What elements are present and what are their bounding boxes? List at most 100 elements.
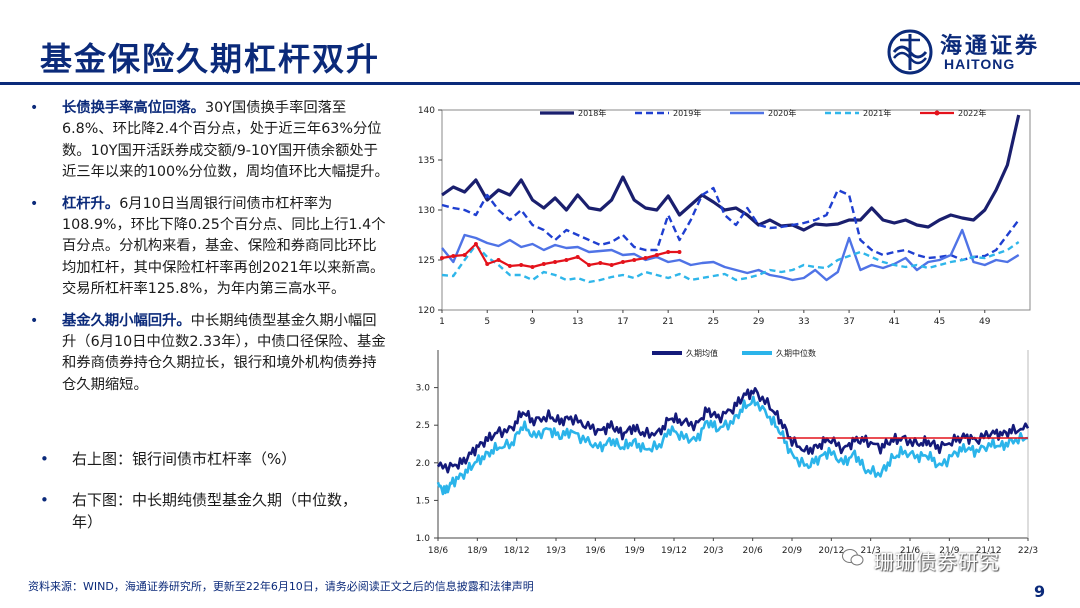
x-tick-label: 20/12	[818, 546, 844, 556]
legend-label-久期均值: 久期均值	[686, 348, 718, 358]
series-line-2022年	[441, 242, 680, 269]
series-point-2022年	[451, 254, 456, 258]
x-tick-label: 20/6	[743, 546, 763, 556]
series-point-2022年	[553, 260, 558, 264]
bullet-text: 30Y国债换手率回落至6.8%、环比降2.4个百分点，处于近三年63%分位数。1…	[62, 100, 389, 181]
y-tick-label: 135	[418, 156, 435, 166]
series-point-2022年	[485, 262, 490, 266]
x-tick-label: 49	[979, 317, 991, 327]
x-tick-label: 13	[572, 317, 583, 327]
haitong-logo-icon	[887, 29, 933, 75]
x-tick-label: 41	[889, 317, 900, 327]
series-point-2022年	[654, 253, 659, 257]
bullet-head: 长债换手率高位回落。	[62, 100, 205, 116]
bullet-dot: •	[30, 312, 39, 329]
x-tick-label: 5	[484, 317, 490, 327]
series-point-2022年	[643, 256, 648, 260]
bullet-turnover: • 长债换手率高位回落。30Y国债换手率回落至6.8%、环比降2.4个百分点，处…	[30, 98, 390, 184]
y-tick-label: 2.5	[416, 421, 430, 431]
series-line-2021年	[441, 241, 1020, 284]
series-point-2022年	[530, 265, 535, 269]
x-tick-label: 19/3	[546, 546, 566, 556]
bullet-head: 杠杆升。	[62, 195, 120, 212]
source-note: 资料来源：WIND，海通证券研究所，更新至22年6月10日，请务必阅读正文之后的…	[28, 580, 534, 593]
x-tick-label: 22/3	[1018, 546, 1038, 556]
subnote-text: 右上图：银行间债市杠杆率（%）	[72, 450, 297, 468]
bullet-leverage: • 杠杆升。6月10日当周银行间债市杠杆率为108.9%，环比下降0.25个百分…	[30, 194, 390, 301]
x-tick-label: 21/12	[976, 546, 1002, 556]
leverage-chart: 120 125 130 135 140 1 5 9 13 17 21 25 29 33 37 41 45 49 20…	[418, 106, 1031, 327]
bullet-list: • 长债换手率高位回落。30Y国债换手率回落至6.8%、环比降2.4个百分点，处…	[30, 98, 390, 406]
y-tick-label: 125	[418, 256, 435, 266]
legend-label-2018年: 2018年	[578, 108, 606, 118]
x-tick-label: 33	[798, 317, 809, 327]
series-point-2022年	[496, 258, 501, 262]
series-point-2022年	[609, 263, 614, 267]
series-line-久期中位数	[436, 395, 1029, 496]
legend-label-2020年: 2020年	[768, 108, 796, 118]
x-tick-label: 20/3	[703, 546, 723, 556]
bullet-dot: •	[30, 195, 39, 212]
y-tick-label: 1.0	[416, 534, 431, 544]
series-line-2018年	[441, 114, 1021, 232]
y-tick-label: 3.0	[416, 384, 431, 394]
series-point-2022年	[575, 255, 580, 259]
y-tick-label: 1.5	[416, 496, 430, 506]
series-point-2022年	[519, 263, 524, 267]
bullet-text: 中长期纯债型基金久期小幅回升（6月10日中位数2.33年），中债口径保险、基金和…	[62, 312, 386, 393]
page-title: 基金保险久期杠杆双升	[40, 40, 381, 78]
legend-label-2019年: 2019年	[673, 108, 701, 118]
duration-chart: 1.0 1.5 2.0 2.5 3.0 18/6 18/9 18/12 19/3 19/6 19/9…	[416, 348, 1038, 556]
x-tick-label: 45	[934, 317, 945, 327]
series-point-2022年	[564, 258, 569, 262]
x-tick-label: 18/9	[467, 546, 487, 556]
series-point-2022年	[541, 262, 546, 266]
x-tick-label: 18/12	[504, 546, 530, 556]
series-point-2022年	[632, 258, 637, 262]
series-line-久期均值	[436, 387, 1030, 474]
watermark: 珊珊债券研究	[874, 550, 1000, 574]
y-tick-label: 120	[418, 306, 435, 316]
x-tick-label: 21	[662, 317, 673, 327]
bullet-head: 基金久期小幅回升。	[62, 312, 191, 329]
x-tick-label: 21/9	[939, 546, 959, 556]
series-point-2022年	[598, 261, 603, 265]
series-line-2019年	[441, 186, 1020, 262]
haitong-logo: 海通证券 HAITONG	[886, 26, 1046, 78]
series-point-2022年	[677, 250, 682, 254]
logo-cn: 海通证券	[940, 33, 1041, 59]
legend-marker-2022年	[934, 110, 940, 116]
x-tick-label: 9	[530, 317, 536, 327]
series-point-2022年	[587, 263, 591, 267]
series-point-2022年	[666, 250, 671, 254]
series-point-2022年	[440, 256, 444, 260]
x-tick-label: 19/6	[585, 546, 605, 556]
x-tick-label: 29	[753, 317, 765, 327]
legend-label-2021年: 2021年	[863, 108, 891, 118]
y-tick-label: 140	[418, 106, 435, 116]
legend-label-久期中位数: 久期中位数	[776, 348, 816, 358]
page-number: 9	[1034, 582, 1046, 601]
x-tick-label: 18/6	[428, 546, 448, 556]
bullet-dot: •	[40, 450, 49, 468]
bullet-dot: •	[30, 100, 39, 116]
y-tick-label: 2.0	[416, 459, 431, 469]
x-tick-label: 19/12	[661, 546, 687, 556]
series-line-2020年	[441, 228, 1020, 282]
subnote-text: 右下图：中长期纯债型基金久期（中位数，年）	[72, 491, 358, 531]
x-tick-label: 1	[439, 317, 445, 327]
subnote-top-chart: • 右上图：银行间债市杠杆率（%）	[40, 448, 370, 470]
bullet-duration: • 基金久期小幅回升。中长期纯债型基金久期小幅回升（6月10日中位数2.33年）…	[30, 311, 390, 397]
logo-en: HAITONG	[944, 56, 1016, 72]
series-point-2022年	[507, 264, 512, 268]
legend-label-2022年: 2022年	[958, 108, 986, 118]
x-tick-label: 20/9	[782, 546, 802, 556]
x-tick-label: 21/3	[861, 546, 881, 556]
bullet-text: 6月10日当周银行间债市杠杆率为108.9%，环比下降0.25个百分点、同比上行…	[62, 195, 386, 298]
subnote-bottom-chart: • 右下图：中长期纯债型基金久期（中位数，年）	[40, 489, 370, 533]
x-tick-label: 19/9	[625, 546, 645, 556]
x-tick-label: 17	[617, 317, 628, 327]
y-tick-label: 130	[418, 206, 435, 216]
x-tick-label: 21/6	[900, 546, 920, 556]
series-point-2022年	[462, 253, 467, 257]
